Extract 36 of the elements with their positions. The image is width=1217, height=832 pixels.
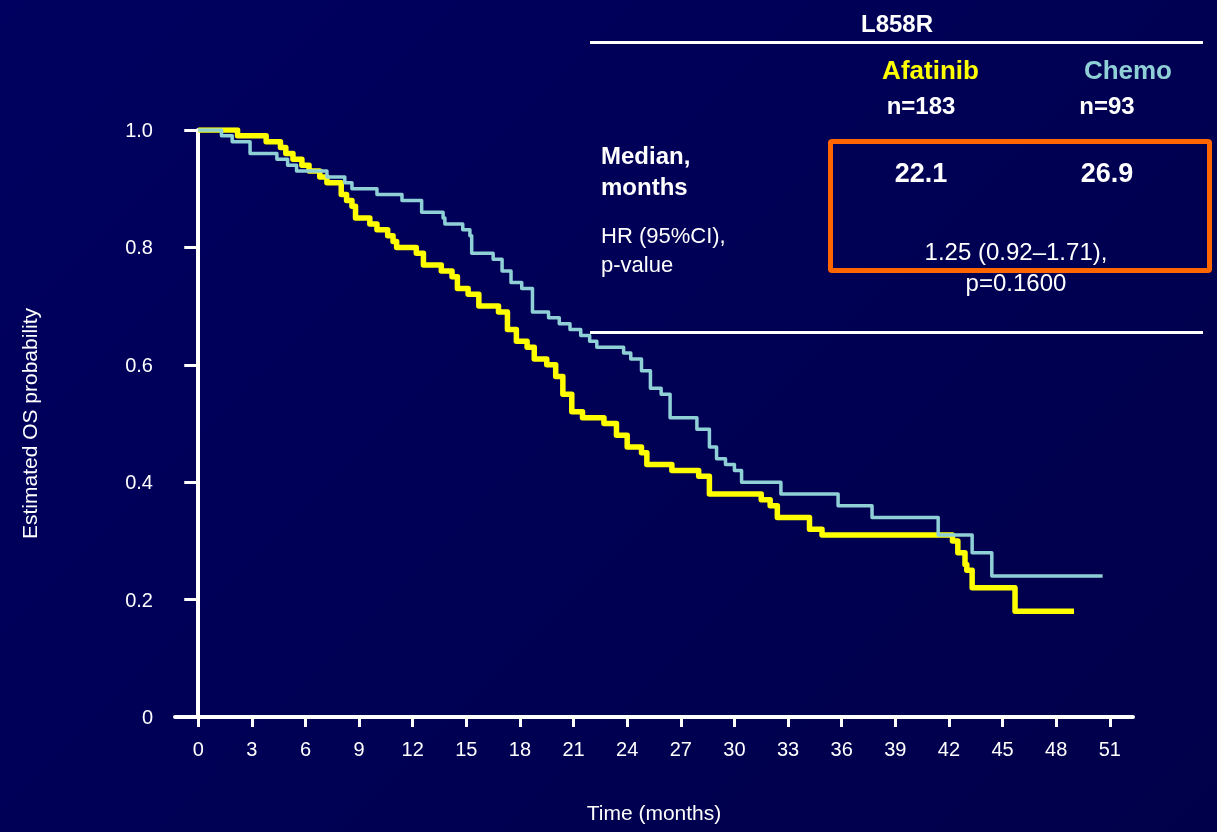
annotation: HR (95%CI), p-value <box>601 222 727 279</box>
annotation: 26.9 <box>1079 157 1135 190</box>
text: n=93 <box>1078 91 1136 121</box>
y-tick-label: 0 <box>141 706 153 728</box>
x-tick-label: 15 <box>455 738 478 760</box>
x-tick-label: 51 <box>1098 738 1121 760</box>
text: Chemo <box>1083 55 1173 85</box>
y-tick-label: 0.2 <box>125 588 153 611</box>
x-tick-label: 30 <box>723 738 746 760</box>
text: n=183 <box>885 91 957 121</box>
annotation: 1.25 (0.92–1.71), p=0.1600 <box>923 237 1109 299</box>
x-tick-label: 42 <box>937 738 961 760</box>
text: Afatinib <box>882 55 979 85</box>
x-axis-title: Time (months) <box>586 801 722 824</box>
annotation: 22.1 <box>893 157 949 190</box>
x-tick-label: 45 <box>991 738 1014 760</box>
x-tick-label: 12 <box>401 738 424 760</box>
y-tick-label: 0.8 <box>125 236 153 259</box>
y-tick-label: 0.4 <box>125 471 153 494</box>
y-tick-label: 1.0 <box>125 119 153 141</box>
x-tick-label: 39 <box>884 738 907 760</box>
x-tick-label: 6 <box>299 738 312 760</box>
x-tick-label: 9 <box>353 738 365 760</box>
annotation: Median, months <box>601 141 692 203</box>
x-tick-label: 48 <box>1045 738 1068 760</box>
x-tick-label: 33 <box>776 738 800 760</box>
y-axis-title: Estimated OS probability <box>18 307 41 540</box>
chart-title: L858R <box>861 9 934 37</box>
x-tick-label: 0 <box>192 738 204 760</box>
x-tick-label: 21 <box>562 738 585 760</box>
x-tick-label: 27 <box>669 738 692 760</box>
x-tick-label: 18 <box>508 738 532 760</box>
y-tick-label: 0.6 <box>125 353 153 376</box>
x-tick-label: 24 <box>616 738 639 760</box>
x-tick-label: 36 <box>830 738 853 760</box>
x-tick-label: 3 <box>246 738 258 760</box>
